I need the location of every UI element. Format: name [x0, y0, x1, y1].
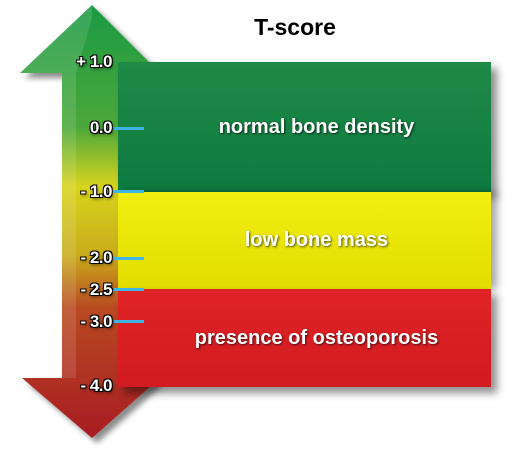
- tick-mark-minus-1: [114, 190, 144, 193]
- tick-label-minus-1: - 1.0: [80, 182, 112, 201]
- tick-mark-0: [114, 127, 144, 130]
- band-label-low: low bone mass: [244, 229, 389, 251]
- tick-label-minus-2: - 2.0: [80, 248, 112, 267]
- arrow-highlight: [20, 5, 92, 378]
- tick-mark-minus-2: [114, 257, 144, 260]
- band-label-normal: normal bone density: [218, 115, 415, 138]
- tick-label-minus-3: - 3.0: [80, 312, 112, 331]
- tick-mark-minus-3: [114, 320, 144, 323]
- tick-mark-minus-2-5: [114, 288, 144, 291]
- tick-label-minus-4: - 4.0: [80, 376, 112, 395]
- tick-label-minus-2-5: - 2.5: [80, 280, 112, 299]
- arrow-body: [20, 5, 160, 438]
- band-osteoporosis: presence of osteoporosis: [118, 289, 491, 387]
- diagram-title: T-score: [254, 14, 336, 40]
- band-label-osteoporosis: presence of osteoporosis: [194, 326, 439, 349]
- band-normal-bone-density: normal bone density: [118, 62, 491, 192]
- tick-label-0: 0.0: [89, 118, 113, 137]
- tick-label-plus-1: + 1.0: [76, 52, 112, 71]
- band-low-bone-mass: low bone mass: [118, 192, 491, 289]
